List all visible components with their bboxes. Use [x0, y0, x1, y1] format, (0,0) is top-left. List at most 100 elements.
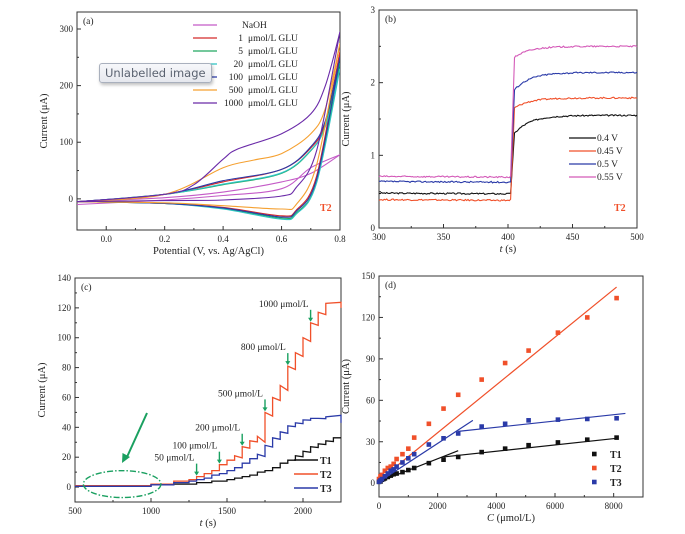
legend-item: T3: [592, 478, 622, 489]
legend-label-unit: μmol/L GLU: [248, 86, 298, 96]
panel-b-step-response: 300 350 400 450 500 0 1 2 3 t (s) Current (μA) (b) 0…: [341, 5, 644, 255]
panel-label: (d): [385, 280, 396, 291]
legend-label-conc: 100: [229, 73, 244, 83]
data-point: [406, 456, 411, 461]
x-axis-label: t (s): [500, 244, 517, 255]
data-point: [441, 406, 446, 411]
linear-fit-line: [378, 419, 474, 483]
y-tick-label: 20: [62, 452, 72, 462]
data-point: [400, 451, 405, 457]
legend-label: T2: [610, 464, 622, 475]
addition-annotations: 50 μmol/L 100 μmol/L 200 μmol/L 500 μmol/L 8…: [154, 300, 314, 476]
data-point: [455, 454, 461, 460]
legend-item: 5 μmol/L GLU: [193, 47, 298, 57]
y-tick-label: 120: [58, 303, 72, 313]
x-tick-label: 0.8: [334, 234, 346, 244]
data-point: [526, 348, 531, 353]
cv-reverse-scan: [77, 42, 340, 211]
data-point: [555, 440, 561, 445]
scatter-series-t3: [376, 412, 626, 485]
y-tick-label: 100: [58, 333, 72, 343]
legend-label: 0.45 V: [597, 147, 623, 157]
data-point: [388, 473, 394, 478]
y-tick-label: 0: [371, 478, 376, 488]
data-point: [479, 377, 484, 382]
amperometric-trace-t2: [75, 301, 342, 487]
legend-label-unit: μmol/L GLU: [248, 99, 298, 109]
data-point: [382, 473, 388, 479]
y-axis-label: Current (μA): [341, 91, 352, 146]
concentration-label: 100 μmol/L: [172, 442, 217, 452]
x-tick-label: 400: [501, 232, 515, 242]
x-axis-label: t (s): [200, 518, 217, 529]
data-point: [526, 442, 531, 448]
x-tick-label: 0: [377, 501, 382, 511]
data-point: [391, 471, 396, 477]
data-point: [614, 435, 619, 440]
data-point: [502, 446, 508, 451]
y-tick-label: 140: [58, 273, 72, 283]
legend-label: T1: [320, 456, 332, 467]
data-point: [426, 460, 432, 466]
x-tick-label: 1500: [218, 506, 237, 516]
legend-label: NaOH: [242, 21, 267, 31]
addition-marker: 800 μmol/L: [241, 343, 291, 366]
cv-forward-scan: [77, 62, 340, 203]
data-point: [426, 421, 432, 427]
down-arrow-icon: [285, 361, 291, 366]
legend-label-unit: μmol/L GLU: [248, 60, 298, 70]
y-tick-label: 60: [62, 392, 72, 402]
data-point: [479, 424, 484, 429]
x-tick-label: 300: [372, 232, 386, 242]
y-tick-label: 100: [60, 137, 74, 147]
data-point: [411, 451, 417, 457]
data-point: [406, 446, 411, 451]
x-tick-label: 1000: [142, 506, 161, 516]
legend-item: T2: [294, 470, 332, 481]
legend-marker: [592, 479, 597, 485]
y-tick-label: 40: [62, 422, 72, 432]
x-tick-label: 0.2: [159, 234, 170, 244]
data-point: [394, 471, 399, 476]
x-tick-label: 8000: [605, 501, 624, 511]
data-point: [441, 435, 446, 441]
y-tick-label: 200: [60, 81, 74, 91]
addition-marker: 200 μmol/L: [195, 424, 245, 446]
addition-marker: 100 μmol/L: [172, 442, 222, 464]
legend-label: T3: [610, 478, 622, 489]
down-arrow-icon: [216, 459, 222, 464]
legend-label-conc: 5: [238, 47, 243, 57]
data-point: [455, 431, 461, 436]
data-point: [479, 449, 484, 455]
x-tick-label: 500: [68, 506, 82, 516]
amperometric-trace-t1: [75, 437, 341, 487]
electrode-tag: T2: [320, 203, 332, 214]
legend-item: 0.4 V: [569, 134, 618, 144]
legend-marker: [592, 451, 597, 457]
legend-item: T3: [294, 484, 332, 495]
y-tick-label: 0: [67, 482, 72, 492]
amperometric-trace-t3: [75, 414, 342, 487]
x-tick-label: 2000: [429, 501, 448, 511]
y-axis-label: Current (μA): [39, 93, 50, 148]
legend-item: 0.5 V: [569, 160, 618, 170]
legend-item: NaOH: [193, 21, 267, 31]
legend-item: 0.45 V: [569, 147, 623, 157]
legend-item: T1: [294, 456, 332, 467]
x-axis-label-unit: (μmol/L): [494, 513, 535, 524]
linear-fit-line: [458, 412, 626, 432]
y-tick-label: 80: [62, 363, 72, 373]
x-tick-label: 450: [566, 232, 580, 242]
x-tick-label: 500: [630, 232, 644, 242]
data-point: [555, 330, 561, 335]
x-axis-label-var: t: [200, 518, 204, 529]
data-point: [388, 468, 394, 474]
series-group: [77, 31, 340, 221]
concentration-label: 800 μmol/L: [241, 343, 286, 353]
y-tick-label: 120: [362, 312, 376, 322]
y-tick-label: 90: [366, 354, 376, 364]
addition-marker: 50 μmol/L: [154, 454, 200, 476]
data-point: [394, 456, 399, 462]
y-axis-label: Current (μA): [37, 362, 48, 417]
y-tick-label: 60: [366, 395, 376, 405]
